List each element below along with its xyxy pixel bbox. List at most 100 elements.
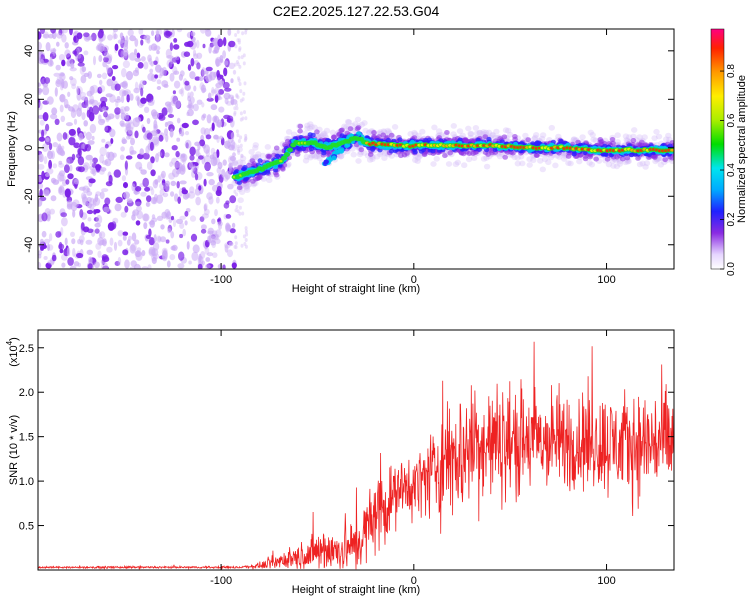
- noise-dot: [190, 96, 195, 105]
- noise-dot: [165, 239, 170, 244]
- noise-dot: [94, 209, 101, 214]
- noise-dot: [101, 188, 109, 193]
- track-dot: [307, 121, 314, 127]
- track-dot: [642, 164, 649, 170]
- noise-dot: [57, 147, 65, 156]
- noise-dot: [171, 57, 179, 63]
- noise-dot: [224, 87, 232, 92]
- noise-dot: [84, 144, 92, 152]
- noise-dot: [150, 61, 154, 67]
- colorbar-tick-label: 0.8: [726, 64, 737, 78]
- track-dot: [320, 131, 327, 138]
- noise-dot: [45, 173, 50, 177]
- track-dot: [244, 183, 251, 190]
- track-dot: [588, 161, 596, 168]
- noise-dot: [213, 134, 220, 140]
- noise-dot: [173, 38, 178, 43]
- spectrogram-y-label: Frequency (Hz): [6, 111, 18, 187]
- noise-dot: [189, 186, 195, 194]
- colorbar-tick-label: 0.2: [726, 212, 737, 226]
- track-dot: [589, 132, 596, 138]
- noise-dot: [235, 93, 239, 98]
- track-dot: [561, 156, 568, 162]
- track-dot: [614, 132, 621, 139]
- noise-dot: [98, 232, 102, 238]
- noise-dot: [204, 155, 212, 165]
- noise-dot: [227, 29, 232, 36]
- noise-dot: [100, 118, 106, 124]
- noise-dot: [61, 29, 68, 34]
- noise-dot: [121, 68, 127, 78]
- noise-dot: [215, 58, 220, 67]
- track-dot: [525, 137, 531, 143]
- noise-dot: [69, 76, 74, 81]
- track-dot: [231, 159, 239, 166]
- noise-dot: [61, 34, 67, 43]
- noise-dot: [168, 172, 176, 180]
- track-dot: [339, 127, 345, 133]
- noise-dot: [167, 228, 172, 234]
- noise-dot: [239, 98, 243, 103]
- noise-dot: [117, 230, 124, 237]
- noise-dot: [189, 91, 194, 98]
- noise-dot: [196, 52, 203, 59]
- noise-dot: [125, 35, 129, 45]
- noise-dot: [211, 218, 216, 225]
- noise-dot: [58, 160, 63, 165]
- noise-dot: [68, 136, 76, 146]
- noise-dot: [130, 260, 137, 267]
- noise-dot: [231, 262, 237, 269]
- noise-dot: [139, 79, 146, 86]
- x-tick-label: 0: [411, 274, 417, 286]
- noise-dot: [112, 65, 119, 70]
- noise-dot: [134, 239, 140, 245]
- track-dot: [604, 156, 611, 162]
- noise-dot: [97, 236, 104, 246]
- noise-dot: [58, 72, 65, 77]
- noise-dot: [131, 183, 136, 192]
- noise-dot: [156, 50, 160, 55]
- noise-dot: [88, 256, 93, 265]
- noise-dot: [108, 54, 113, 62]
- noise-dot: [170, 231, 175, 239]
- noise-dot: [236, 62, 240, 67]
- x-tick-label: 100: [597, 575, 615, 587]
- track-dot: [312, 153, 319, 160]
- noise-dot: [77, 166, 85, 173]
- noise-dot: [100, 167, 107, 172]
- noise-dot: [87, 263, 93, 269]
- noise-dot: [58, 54, 66, 61]
- noise-dot: [133, 87, 140, 94]
- track-dot: [590, 136, 597, 143]
- noise-dot: [216, 167, 222, 174]
- noise-dot: [41, 129, 45, 139]
- noise-dot: [156, 215, 164, 221]
- noise-dot: [170, 215, 175, 221]
- noise-dot: [47, 149, 51, 157]
- noise-dot: [48, 233, 53, 242]
- track-dot: [430, 161, 437, 167]
- track-dot: [354, 116, 362, 123]
- noise-dot: [177, 196, 181, 204]
- noise-dot: [122, 49, 129, 57]
- noise-dot: [230, 132, 235, 140]
- track-dot: [266, 153, 273, 159]
- noise-dot: [240, 243, 244, 248]
- noise-dot: [87, 140, 95, 145]
- noise-dot: [242, 234, 246, 239]
- noise-dot: [129, 52, 136, 61]
- snr-panel: -100 0 100 0.5 1.0 1.5 2.0 2.5 Height of strai…: [5, 329, 675, 596]
- colorbar-tick-label: 0.4: [726, 163, 737, 177]
- noise-dot: [75, 46, 83, 53]
- noise-dot: [223, 67, 228, 77]
- track-dot: [506, 131, 514, 138]
- noise-dot: [212, 157, 220, 166]
- noise-dot: [51, 254, 57, 262]
- noise-dot: [228, 163, 232, 174]
- noise-dot: [99, 79, 103, 86]
- snr-scale-exponent: 4: [5, 340, 14, 345]
- noise-dot: [164, 101, 172, 107]
- noise-dot: [126, 94, 130, 103]
- noise-dot: [38, 199, 43, 207]
- track-dot: [248, 149, 255, 155]
